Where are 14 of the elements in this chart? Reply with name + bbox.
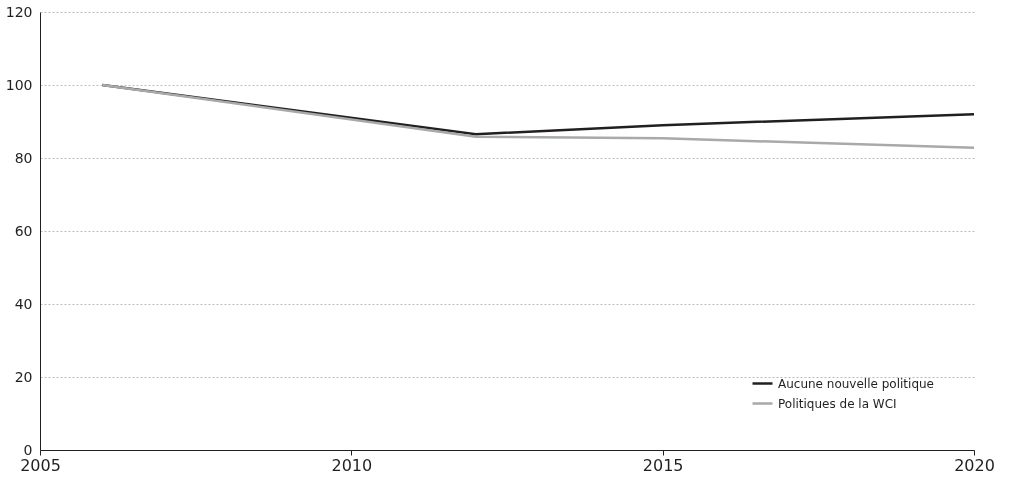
y-tick-label: 120 [5,3,33,20]
y-tick-label: 40 [14,295,33,312]
x-tick-label: 2015 [642,455,684,475]
y-tick-label: 20 [14,368,33,385]
legend-label: Politiques de la WCI [778,396,897,411]
y-tick-label: 100 [5,76,33,93]
y-tick-label: 60 [14,222,33,239]
x-tick-label: 2010 [331,455,373,475]
y-tick-label: 80 [14,149,33,166]
line-series [101,83,976,150]
legend-label: Aucune nouvelle politique [778,376,934,391]
x-tick-label: 2020 [954,455,995,475]
x-tick-label: 2005 [20,455,61,475]
y-tick-label: 0 [23,441,33,458]
